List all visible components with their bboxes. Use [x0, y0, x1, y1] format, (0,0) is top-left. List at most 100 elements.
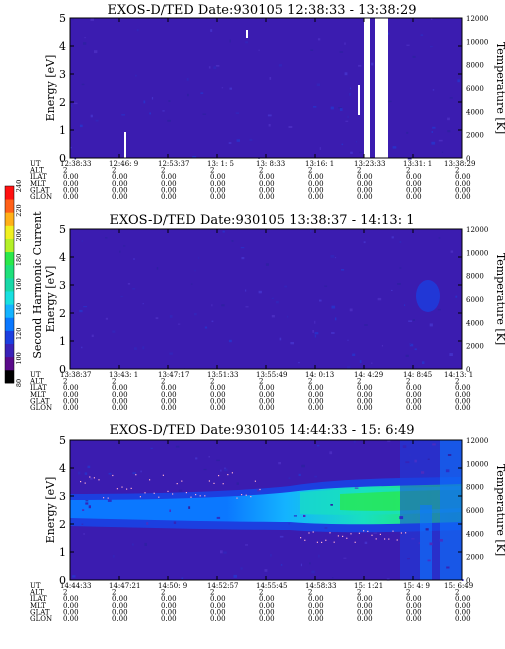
colorbar-tick-label: 80: [15, 379, 23, 387]
temperature-point: [107, 497, 109, 499]
texture-cell: [173, 521, 177, 524]
texture-cell: [399, 267, 402, 269]
texture-cell: [449, 97, 453, 99]
ilat-value: 0.00: [357, 595, 373, 603]
texture-cell: [330, 255, 335, 258]
texture-cell: [397, 283, 401, 285]
glat-value: 0.00: [406, 186, 422, 194]
texture-cell: [79, 309, 83, 313]
texture-cell: [425, 528, 429, 531]
y-tick-label: 1: [59, 124, 66, 137]
y2-ticks: 0 2000 4000 6000 8000 10000 12000: [466, 15, 488, 163]
y2-axis-label: Temperature [K]: [494, 42, 505, 134]
glon-value: 0.00: [308, 615, 324, 623]
y2-tick-label: 10000: [466, 249, 488, 257]
texture-cell: [314, 320, 316, 324]
ilat-value: 0.00: [63, 384, 79, 392]
glat-value: 0.00: [161, 608, 177, 616]
mlt-value: 0.00: [112, 391, 128, 399]
glon-value: 0.00: [210, 193, 226, 201]
texture-cell: [270, 553, 272, 557]
row-label: GLON: [30, 404, 52, 412]
temperature-point: [149, 479, 151, 481]
texture-cell: [287, 315, 289, 318]
texture-cell: [70, 104, 73, 107]
glon-value: 0.00: [406, 615, 422, 623]
texture-cell: [279, 337, 282, 341]
texture-cell: [391, 236, 394, 239]
x-tick-label: 13:47:17: [158, 371, 189, 379]
glat-value: 0.00: [112, 397, 128, 405]
data-gap: [124, 132, 126, 158]
texture-cell: [123, 245, 126, 247]
texture-cell: [437, 308, 441, 311]
texture-cell: [450, 250, 454, 253]
glat-value: 0.00: [63, 397, 79, 405]
alt-value: 2: [161, 589, 165, 597]
y-tick-label: 5: [59, 12, 66, 25]
texture-cell: [431, 131, 433, 133]
panel-title: EXOS-D/TED Date:930105 12:38:33 - 13:38:…: [107, 3, 416, 18]
temperature-point: [213, 482, 215, 484]
texture-cell: [204, 326, 208, 329]
texture-cell: [156, 267, 159, 270]
mlt-value: 0.00: [161, 391, 177, 399]
y-tick-label: 2: [59, 96, 66, 109]
x-tick-label: 13:16: 1: [305, 160, 334, 168]
y-tick-label: 5: [59, 434, 66, 447]
texture-cell: [445, 469, 450, 473]
texture-cell: [280, 564, 283, 566]
alt-value: 2: [406, 589, 410, 597]
temperature-point: [172, 493, 174, 495]
texture-cell: [198, 257, 200, 259]
texture-cell: [414, 348, 417, 351]
orbit-info-table: UTALTILATMLTGLATGLON20.000.000.000.0020.…: [29, 582, 471, 623]
texture-cell: [257, 489, 261, 492]
texture-cell: [169, 509, 171, 512]
x-tick-label: 15: 4: 9: [403, 582, 430, 590]
colorbar-cell: [5, 330, 14, 344]
orbit-info-table: UTALTILATMLTGLATGLON20.000.000.000.0020.…: [29, 371, 471, 412]
colorbar-scale: [4, 185, 15, 384]
colorbar-cell: [5, 277, 14, 292]
texture-cell: [278, 462, 281, 465]
texture-cell: [420, 34, 424, 36]
alt-value: 2: [357, 167, 361, 175]
row-label: MLT: [30, 602, 46, 610]
y2-tick-label: 10000: [466, 38, 488, 46]
mlt-value: 0.00: [63, 180, 79, 188]
texture-cell: [132, 287, 136, 290]
texture-cell: [355, 140, 358, 143]
texture-cell: [358, 64, 362, 67]
texture-cell: [83, 533, 85, 535]
x-ticks: 13:38:37 13:43: 1 13:47:17 13:51:33 13:55:49…: [60, 229, 473, 379]
texture-cell: [142, 303, 144, 305]
mlt-value: 0.00: [259, 391, 275, 399]
glat-value: 0.00: [210, 186, 226, 194]
glon-value: 0.00: [406, 193, 422, 201]
texture-cell: [316, 83, 321, 86]
texture-cell: [82, 509, 85, 511]
texture-cell: [314, 334, 316, 338]
temperature-point: [93, 477, 95, 479]
temperature-point: [139, 496, 141, 498]
glon-value: 0.00: [455, 615, 471, 623]
texture-cell: [271, 315, 275, 318]
texture-cell: [113, 554, 115, 558]
texture-cell: [284, 285, 288, 288]
mlt-value: 0.00: [406, 602, 422, 610]
temperature-point: [358, 532, 360, 534]
texture-cell: [155, 317, 159, 320]
glat-value: 0.00: [406, 397, 422, 405]
texture-cell: [290, 342, 294, 345]
alt-value: 2: [259, 167, 263, 175]
colorbar-frame: [4, 185, 15, 384]
enhancement-patch: [416, 280, 440, 312]
glon-value: 0.00: [357, 615, 373, 623]
texture-cell: [430, 45, 433, 48]
texture-cell: [91, 334, 94, 337]
texture-cell: [136, 28, 139, 32]
texture-cell: [432, 126, 436, 129]
temperature-point: [204, 495, 206, 497]
glon-value: 0.00: [161, 193, 177, 201]
